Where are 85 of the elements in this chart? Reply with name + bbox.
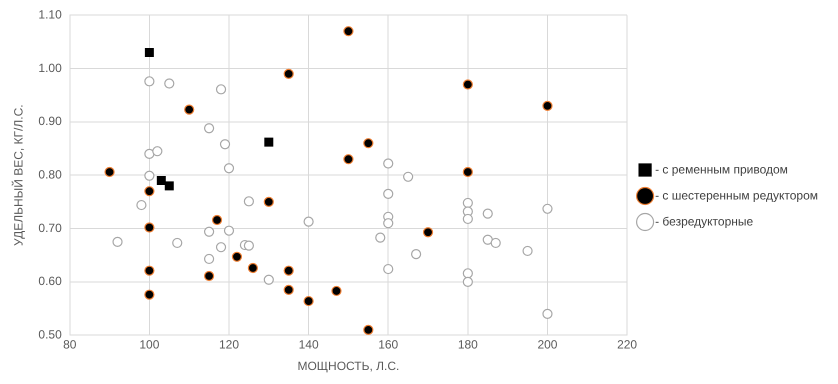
x-tick-label: 140 (298, 338, 319, 352)
point (224, 163, 234, 174)
point (144, 170, 154, 181)
point (304, 296, 314, 306)
point (284, 68, 294, 79)
y-tick-label: 1.10 (38, 8, 62, 22)
x-axis-title: МОЩНОСТЬ, Л.С. (297, 359, 400, 374)
point (422, 227, 434, 238)
point (462, 276, 473, 287)
point (204, 270, 214, 282)
point (375, 232, 386, 243)
point (216, 242, 226, 252)
point (172, 238, 182, 248)
x-tick-label: 120 (218, 338, 240, 352)
point (403, 172, 414, 182)
point (144, 148, 154, 159)
x-tick-label: 180 (458, 338, 478, 352)
point (331, 286, 342, 296)
point (244, 196, 254, 206)
point (144, 290, 154, 300)
point (482, 234, 493, 245)
y-tick-label: 0.80 (38, 168, 62, 182)
legend-label: - с шестеренным редуктором (655, 188, 818, 202)
point (363, 324, 374, 335)
x-tick-label: 200 (537, 338, 558, 352)
x-tick-label: 160 (378, 338, 399, 352)
point (144, 48, 154, 58)
point (184, 104, 194, 115)
point (410, 249, 422, 260)
point (112, 236, 123, 247)
point (343, 26, 354, 36)
point (462, 79, 473, 90)
x-tick-label: 100 (139, 338, 160, 352)
point (363, 138, 374, 148)
point (144, 266, 154, 276)
point (522, 246, 533, 256)
point (284, 284, 294, 295)
point (383, 158, 394, 169)
point (164, 181, 174, 190)
point (264, 138, 274, 147)
legend-label: - с ременным приводом (655, 162, 788, 176)
point (144, 222, 154, 233)
point (144, 186, 154, 196)
y-tick-label: 0.90 (38, 114, 62, 128)
point (204, 123, 214, 134)
point (542, 100, 553, 111)
y-tick-label: 1.00 (38, 60, 62, 75)
legend-label: - безредукторные (655, 214, 754, 228)
y-tick-label: 0.50 (38, 328, 62, 342)
point (264, 274, 274, 285)
point (220, 139, 230, 150)
point (152, 146, 162, 156)
point (482, 208, 493, 219)
point (383, 264, 394, 274)
point (156, 176, 166, 186)
point (542, 308, 553, 319)
point (284, 266, 294, 276)
point (164, 78, 174, 89)
point (462, 198, 473, 208)
point (264, 196, 274, 207)
point (144, 76, 154, 86)
point (204, 226, 214, 237)
point (462, 166, 473, 178)
point (383, 218, 394, 228)
point (244, 240, 254, 251)
point (212, 214, 222, 226)
point (248, 262, 258, 274)
point (490, 238, 501, 248)
point (304, 216, 314, 227)
point (232, 252, 242, 262)
point (462, 214, 473, 224)
point (204, 254, 214, 264)
point (224, 226, 234, 236)
y-axis-title: УДЕЛЬНЫЙ ВЕС, КГ/Л.С. (12, 104, 26, 246)
point (216, 84, 226, 94)
point (542, 204, 553, 214)
x-tick-label: 220 (617, 338, 638, 352)
y-tick-label: 0.70 (38, 220, 62, 235)
x-tick-label: 80 (63, 338, 77, 352)
point (383, 188, 394, 199)
point (343, 154, 354, 164)
y-tick-label: 0.60 (38, 274, 62, 288)
point (104, 166, 115, 178)
point (136, 200, 147, 210)
point (462, 268, 473, 278)
